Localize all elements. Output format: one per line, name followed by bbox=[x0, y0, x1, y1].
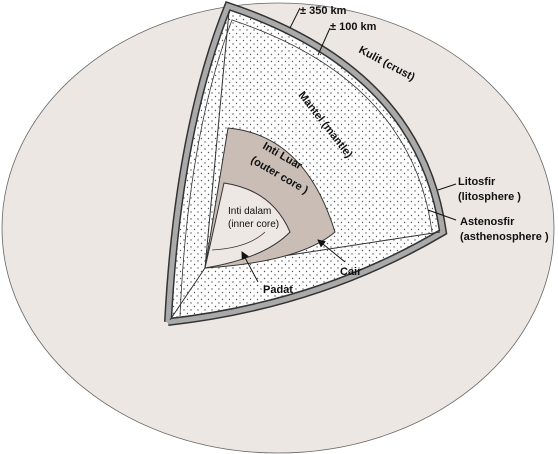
edge-top bbox=[204, 11, 230, 269]
edge-bottom bbox=[169, 267, 206, 321]
asthenosphere-label: (asthenosphere ) bbox=[460, 231, 549, 243]
inner-core-line bbox=[211, 231, 266, 251]
inner-core bbox=[204, 182, 291, 269]
lithosphere-label: (litosphere ) bbox=[458, 191, 521, 203]
crust bbox=[165, 2, 446, 325]
pointer-lithosphere bbox=[437, 183, 457, 191]
tick-350 bbox=[289, 7, 301, 29]
inner-core-label: (inner core) bbox=[228, 219, 279, 230]
arrow-liquid bbox=[317, 239, 346, 263]
inner-core-label: Inti dalam bbox=[228, 206, 271, 217]
thickness-inner: ± 100 km bbox=[330, 21, 377, 33]
lithosphere-label: Litosfir bbox=[458, 176, 496, 188]
arrow-solid bbox=[241, 251, 259, 283]
lithosphere-line bbox=[179, 19, 433, 317]
tick-100 bbox=[317, 27, 331, 56]
pointer-asthenosphere bbox=[427, 209, 457, 221]
asthenosphere-label: Astenosfir bbox=[460, 216, 515, 228]
thickness-outer: ± 350 km bbox=[300, 5, 347, 17]
solid-label: Padat bbox=[263, 284, 293, 296]
liquid-label: Cair bbox=[340, 266, 362, 278]
